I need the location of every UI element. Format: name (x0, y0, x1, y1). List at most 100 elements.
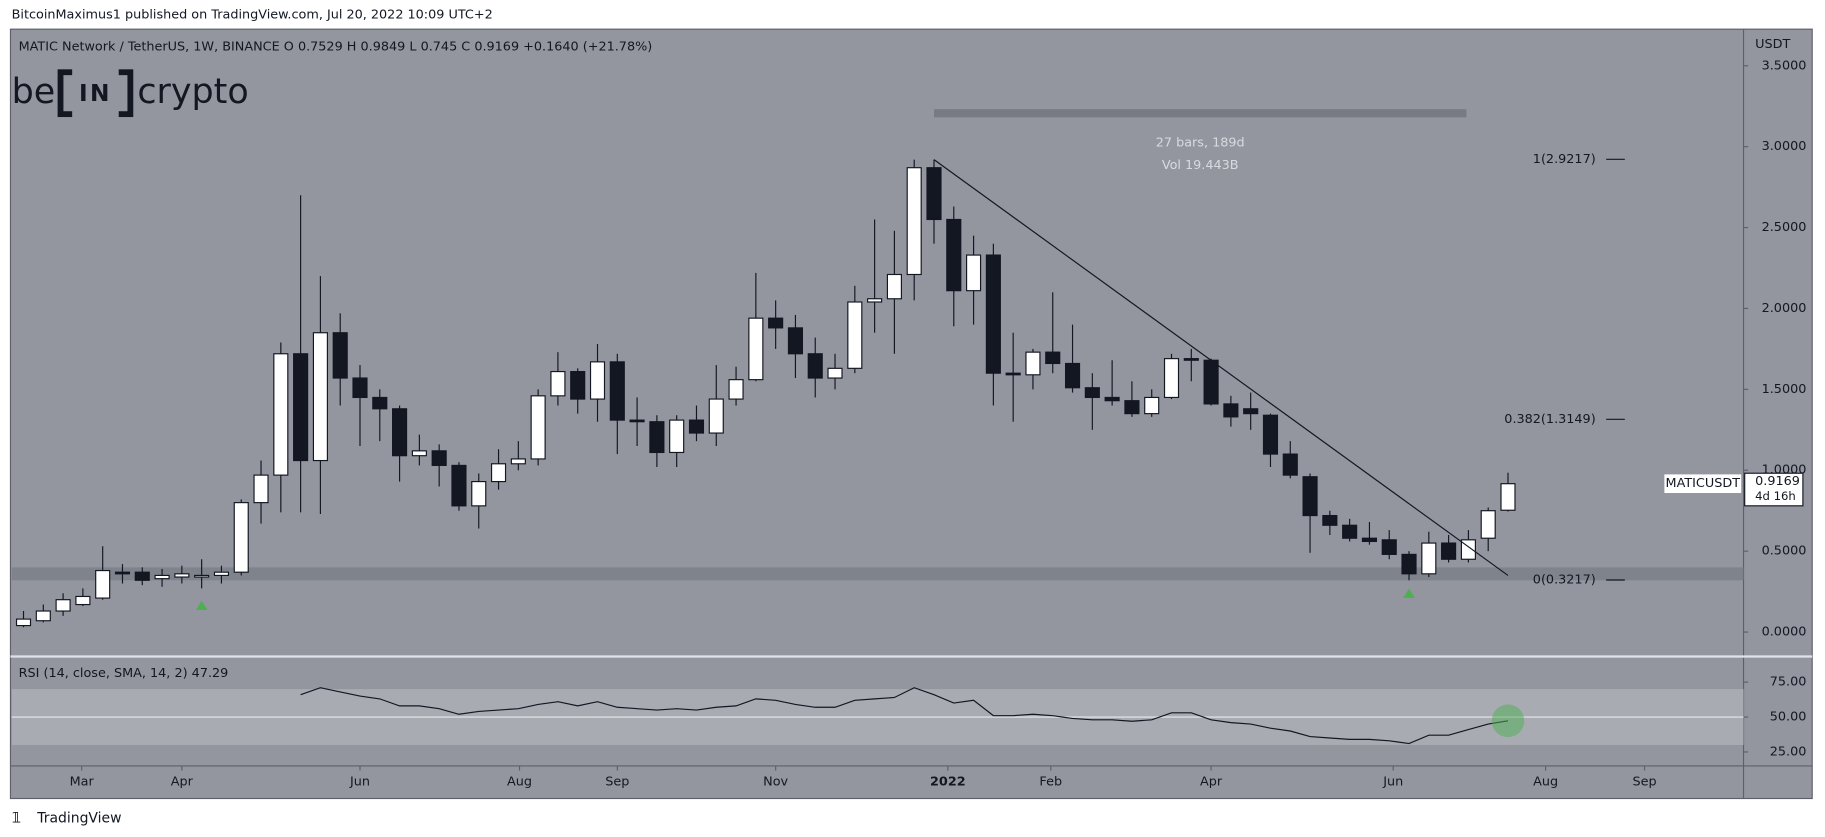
x-tick-label: Sep (605, 775, 629, 790)
candle-body (510, 458, 526, 465)
candle-body (1104, 396, 1120, 402)
rsi-line (300, 687, 1509, 745)
candle-body (550, 370, 566, 397)
price-tag-bg (1744, 472, 1804, 507)
fib-label: 0(0.3217) (1533, 573, 1596, 588)
legend-item: O (284, 39, 294, 54)
candle-body (134, 571, 150, 581)
candle-body (372, 396, 388, 410)
x-tick-label: Feb (1039, 775, 1062, 790)
y-tick-label: 3.0000 (1762, 139, 1807, 154)
candle-body (15, 618, 32, 627)
rsi-tick-label: 50.00 (1770, 710, 1807, 725)
x-tick-label: Aug (507, 775, 532, 790)
candle-body (1144, 396, 1160, 415)
legend-item: 0.7529 (298, 39, 343, 54)
y-tick-label: 3.5000 (1762, 58, 1807, 73)
y-unit: USDT (1755, 37, 1790, 52)
candle-body (1223, 403, 1239, 418)
legend-item: 0.9169 (474, 39, 519, 54)
candle-body (708, 398, 724, 434)
logo-right: crypto (137, 72, 248, 112)
candle-body (847, 301, 863, 369)
candle-body (669, 419, 685, 454)
x-tick-label: Apr (1200, 775, 1223, 790)
legend-item: H (347, 39, 357, 54)
x-tick-label: Apr (171, 775, 194, 790)
logo-box-gap (72, 67, 119, 119)
logo-left: be (12, 72, 56, 112)
legend-item: L (409, 39, 417, 54)
candle-body (213, 571, 230, 577)
candle-body (174, 573, 190, 578)
marker-arrow (195, 600, 208, 611)
candle-body (926, 167, 942, 221)
x-tick-label: Nov (763, 775, 788, 790)
symbol-tag: MATICUSDT (1666, 476, 1741, 491)
candle-body (966, 254, 982, 292)
legend-item: +0.1640 (+21.78%) (523, 39, 652, 54)
candle-body (1262, 414, 1279, 455)
candle-body (985, 254, 1001, 374)
candle-body (392, 408, 408, 457)
candle-body (1243, 408, 1259, 415)
candle-body (1163, 358, 1180, 399)
candle-body (1322, 514, 1338, 526)
price-pane: 27 bars, 189d Vol 19.443B 1(2.9217) 0.382(1… (11, 109, 1744, 628)
candle-body (352, 377, 368, 399)
candle-body (609, 361, 625, 421)
legend-item: C (461, 39, 470, 54)
candle-body (867, 298, 883, 303)
rsi-pane (11, 687, 1744, 745)
candle-body (1084, 387, 1100, 399)
candle-body (253, 474, 269, 504)
candle-body (827, 367, 843, 379)
fib-label: 1(2.9217) (1533, 152, 1596, 167)
x-tick-label: Jun (349, 775, 370, 790)
highlight (1491, 704, 1525, 738)
rsi-legend: RSI (14, close, SMA, 14, 2) 47.29 (19, 665, 229, 680)
y-tick-label: 2.5000 (1762, 220, 1807, 235)
candle-body (55, 599, 71, 612)
logo-box-text: IN (79, 80, 112, 107)
candle-body (75, 595, 91, 606)
candle-body (332, 332, 348, 379)
candle-body (490, 463, 507, 483)
candle-body (431, 450, 447, 466)
candle-body (1401, 553, 1417, 575)
rsi-tick-label: 25.00 (1770, 744, 1807, 759)
legend-item: MATIC Network / TetherUS, 1W, BINANCE (19, 39, 280, 54)
chart-frame (9, 28, 1813, 800)
rsi-label: RSI (14, close, SMA, 14, 2) (19, 665, 188, 680)
candle-body (946, 218, 962, 292)
x-tick-label: Jun (1382, 775, 1403, 790)
candle-body (1421, 542, 1437, 575)
y-tick-label: 0.5000 (1762, 544, 1807, 559)
candle-body (1500, 483, 1516, 511)
candle-body (312, 332, 328, 462)
candle-body (1302, 476, 1318, 517)
candle-body (1381, 539, 1397, 555)
candle-body (35, 610, 51, 622)
candle-body (1025, 351, 1041, 376)
candle-body (748, 317, 764, 381)
marker-arrow (1403, 588, 1415, 598)
legend-item: 0.745 (421, 39, 458, 54)
candle-body (1342, 524, 1358, 539)
measure-bar (933, 109, 1467, 118)
footer-brand: TradingView (36, 810, 121, 826)
candle-body (530, 395, 546, 460)
measure-volume: Vol 19.443B (1162, 158, 1239, 173)
candle-body (1480, 510, 1496, 539)
candle-body (411, 450, 427, 457)
candle-body (1203, 359, 1219, 405)
candle-body (293, 353, 309, 462)
candle-body (787, 327, 804, 355)
candle-body (1005, 372, 1021, 376)
candle-body (233, 502, 249, 573)
publisher: BitcoinMaximus1 published on TradingView… (12, 8, 493, 23)
y-tick-label: 0.0000 (1762, 625, 1807, 640)
candle-body (629, 419, 645, 423)
candle-body (471, 481, 487, 507)
